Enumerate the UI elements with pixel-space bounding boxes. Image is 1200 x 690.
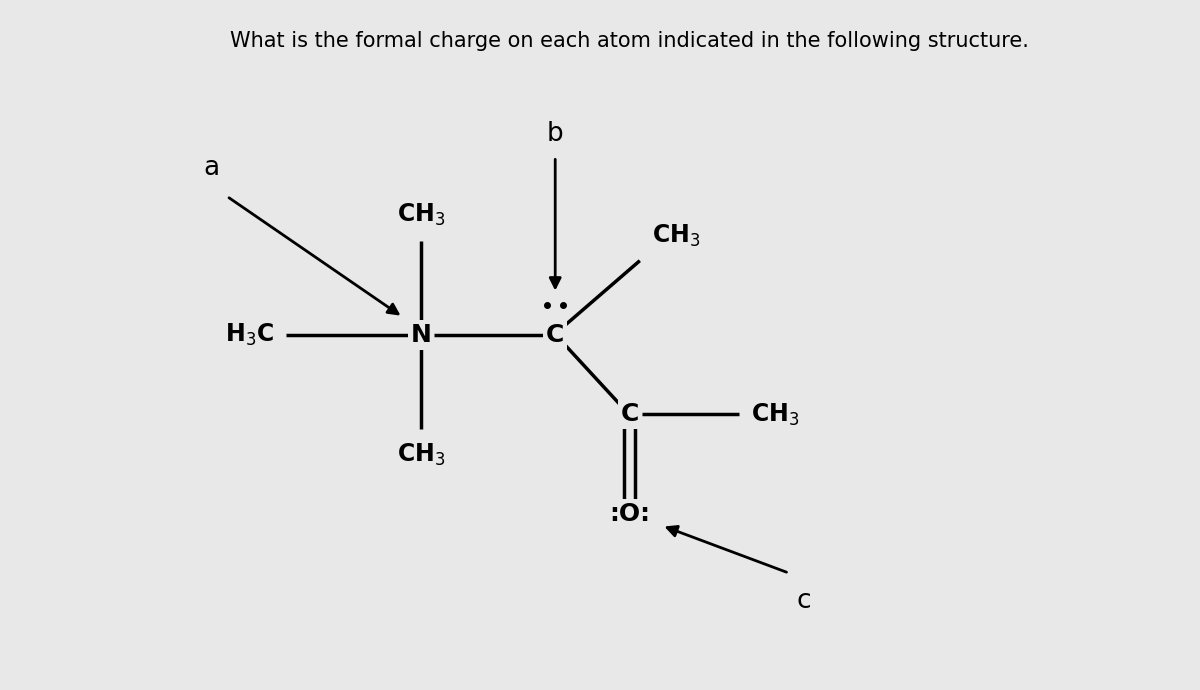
Text: C: C [546,323,564,347]
Text: C: C [620,402,640,426]
Text: CH$_3$: CH$_3$ [751,402,799,428]
Text: H$_3$C: H$_3$C [224,322,274,348]
Text: CH$_3$: CH$_3$ [396,442,445,469]
Text: b: b [547,121,564,146]
Text: N: N [410,323,431,347]
Text: c: c [797,588,811,614]
Text: CH$_3$: CH$_3$ [652,223,701,249]
Text: a: a [204,155,220,181]
Text: CH$_3$: CH$_3$ [396,201,445,228]
Text: What is the formal charge on each atom indicated in the following structure.: What is the formal charge on each atom i… [230,30,1030,50]
Text: :O:: :O: [610,502,650,526]
